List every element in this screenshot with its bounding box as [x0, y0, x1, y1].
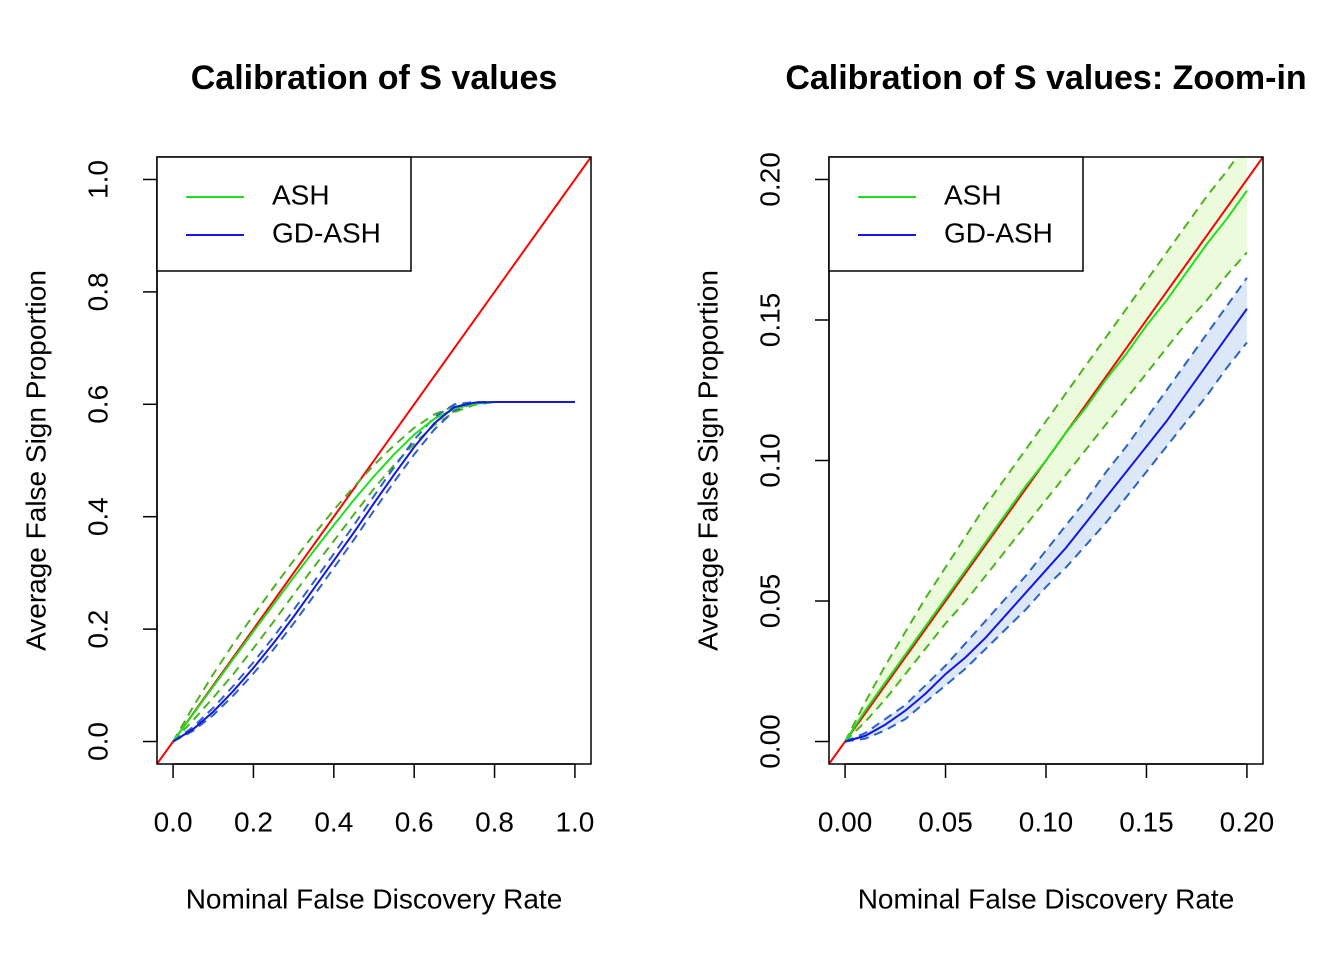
y-tick-label: 0.05	[754, 574, 785, 629]
plot-area	[157, 157, 591, 764]
x-axis-label: Nominal False Discovery Rate	[858, 883, 1235, 914]
x-tick-label: 0.10	[1019, 806, 1074, 837]
upper-bound-line	[844, 277, 1248, 743]
lower-bound-line	[172, 401, 575, 743]
y-axis-label: Average False Sign Proportion	[692, 270, 723, 651]
x-tick-label: 1.0	[555, 806, 594, 837]
y-tick-label: 0.8	[82, 272, 113, 311]
y-tick-label: 0.0	[82, 722, 113, 761]
x-tick-label: 0.4	[314, 806, 353, 837]
y-tick-label: 0.20	[754, 152, 785, 207]
legend-box	[828, 156, 1084, 272]
chart-title: Calibration of S values: Zoom-in	[785, 59, 1306, 97]
legend: ASH GD-ASH	[828, 156, 1084, 272]
lower-bound-line	[844, 341, 1248, 743]
y-tick-label: 0.15	[754, 293, 785, 348]
legend: ASH GD-ASH	[156, 156, 412, 272]
y-tick-label: 0.2	[82, 610, 113, 649]
x-tick-label: 0.0	[154, 806, 193, 837]
x-tick-label: 0.05	[918, 806, 973, 837]
legend-label: ASH	[272, 179, 330, 210]
series-line	[844, 308, 1248, 743]
legend-label: GD-ASH	[944, 217, 1053, 248]
series-line	[172, 401, 575, 743]
upper-bound-line	[844, 157, 1239, 742]
x-tick-label: 0.2	[234, 806, 273, 837]
x-axis-label: Nominal False Discovery Rate	[186, 883, 563, 914]
confidence-band	[845, 157, 1247, 742]
x-tick-label: 0.6	[395, 806, 434, 837]
x-tick-label: 0.8	[475, 806, 514, 837]
y-tick-label: 1.0	[82, 160, 113, 199]
lower-bound-line	[844, 251, 1248, 743]
chart-title: Calibration of S values	[191, 59, 558, 97]
plot-area	[829, 157, 1263, 764]
series-line	[844, 190, 1248, 743]
y-tick-label: 0.00	[754, 714, 785, 769]
lower-bound-line	[172, 401, 575, 743]
y-tick-label: 0.10	[754, 433, 785, 488]
y-tick-label: 0.4	[82, 497, 113, 536]
legend-label: GD-ASH	[272, 217, 381, 248]
legend-label: ASH	[944, 179, 1002, 210]
x-tick-label: 0.00	[818, 806, 873, 837]
y-tick-label: 0.6	[82, 385, 113, 424]
y-axis-label: Average False Sign Proportion	[20, 270, 51, 651]
x-tick-label: 0.20	[1220, 806, 1275, 837]
legend-box	[156, 156, 412, 272]
x-tick-label: 0.15	[1119, 806, 1174, 837]
